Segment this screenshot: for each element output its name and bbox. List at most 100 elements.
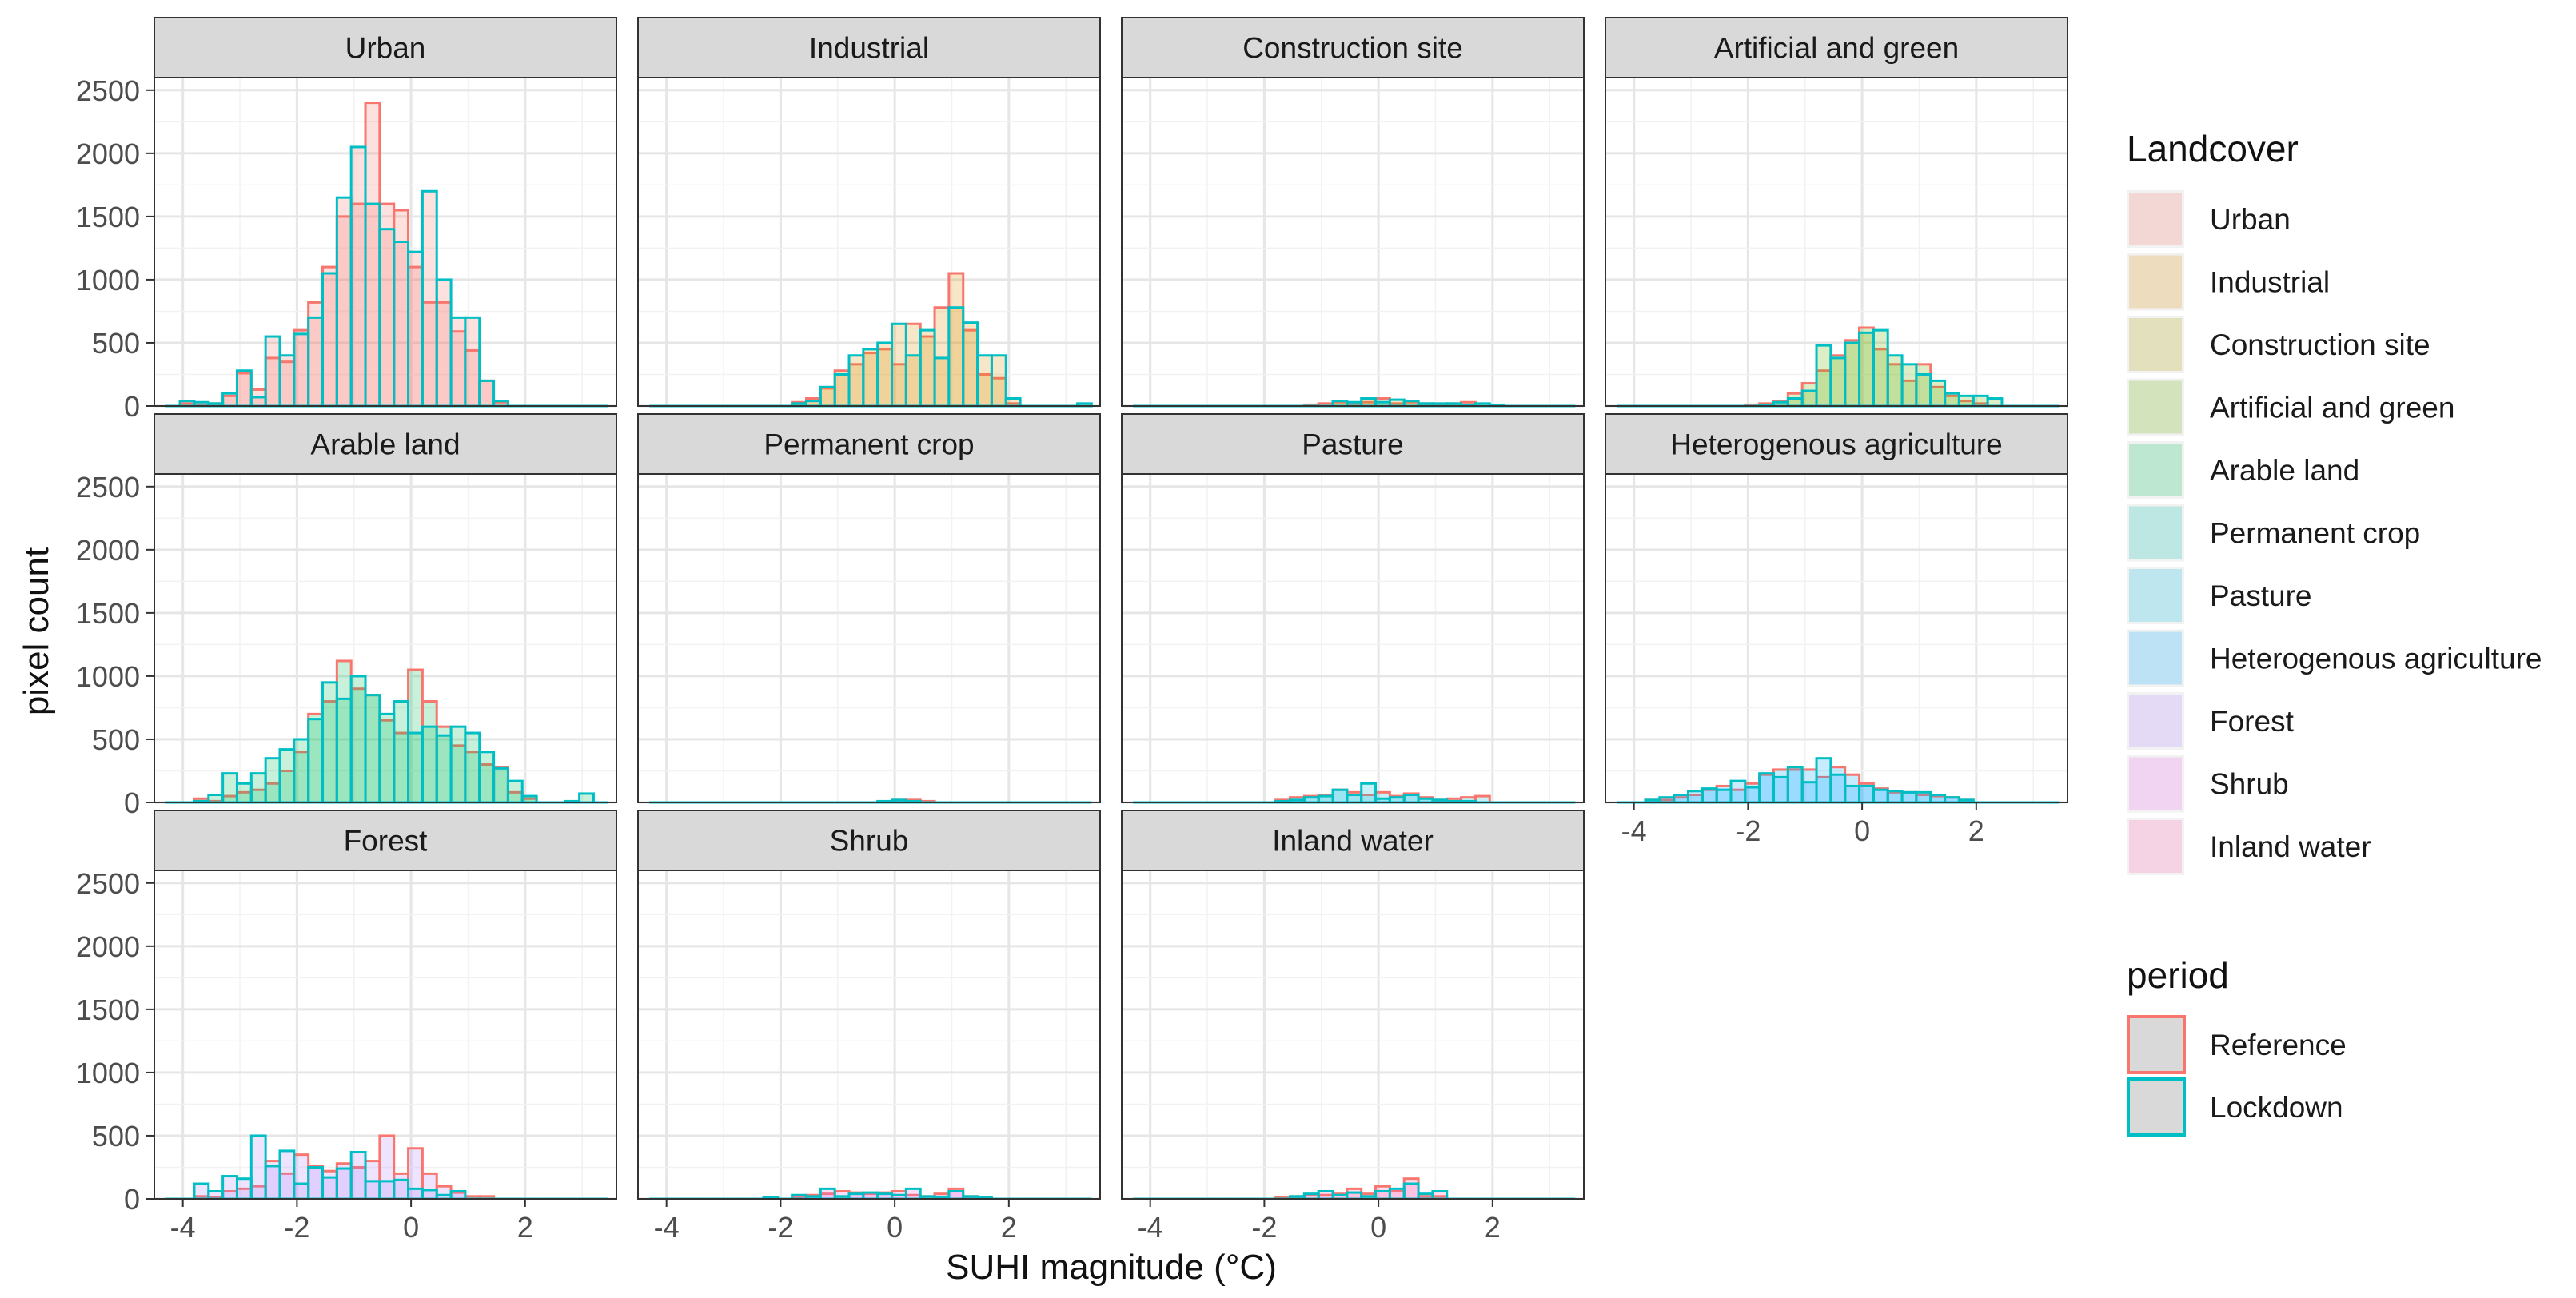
- legend-item-landcover: Pasture: [2127, 567, 2312, 624]
- panel-border: [1121, 77, 1585, 407]
- legend-key-bg: [2127, 629, 2184, 687]
- histogram-bar-lockdown: [278, 1149, 296, 1200]
- facet-strip: [1605, 413, 2068, 475]
- x-tick-label: 0: [1854, 814, 1870, 847]
- legend-swatch: [2129, 193, 2182, 245]
- histogram-bar-lockdown: [1872, 788, 1889, 804]
- legend-swatch: [2127, 1077, 2186, 1137]
- facet-panel: Forest 0 500 1000 1500 2000 2500 -4 -2 0 2: [76, 810, 617, 1244]
- legend-swatch: [2129, 318, 2182, 371]
- legend-label: Permanent crop: [2210, 517, 2420, 550]
- histogram-bar-lockdown: [321, 272, 338, 408]
- histogram-bar-lockdown: [1844, 341, 1861, 408]
- histogram-bar-lockdown: [449, 725, 467, 804]
- x-tick-label: -2: [1735, 814, 1761, 847]
- y-tick-label: 500: [92, 1120, 140, 1153]
- histogram-bar-lockdown: [349, 1151, 367, 1200]
- histogram-bar-lockdown: [1929, 794, 1947, 804]
- y-tick-label: 1500: [76, 201, 140, 233]
- histogram-bar-lockdown: [947, 306, 965, 408]
- legend-item-landcover: Shrub: [2127, 755, 2289, 813]
- legend-swatch: [2129, 255, 2182, 309]
- histogram-bar-lockdown: [449, 316, 467, 408]
- facet-strip-label: Permanent crop: [764, 428, 974, 461]
- histogram-bar-lockdown: [819, 385, 836, 408]
- histogram-bar-lockdown: [1360, 397, 1378, 408]
- histogram-bar-lockdown: [293, 332, 310, 408]
- histogram-bar-lockdown: [235, 369, 253, 408]
- histogram-bar-lockdown: [1374, 1190, 1391, 1200]
- histogram-bar-lockdown: [221, 392, 238, 408]
- histogram-bar-lockdown: [1388, 398, 1406, 408]
- histogram-bar-lockdown: [193, 1182, 210, 1200]
- plot-area: [154, 870, 616, 1199]
- histogram-bar-lockdown: [407, 250, 424, 408]
- legend-swatch: [2127, 1015, 2186, 1074]
- facet-panel: Pasture: [1121, 413, 1585, 804]
- legend-label: Lockdown: [2210, 1091, 2343, 1124]
- legend-key-bg: [2127, 818, 2184, 875]
- histogram-bar-lockdown: [904, 1187, 922, 1200]
- legend-label: Urban: [2210, 203, 2291, 236]
- legend-label: Arable land: [2210, 454, 2359, 487]
- histogram-bar-lockdown: [1858, 331, 1875, 408]
- histogram-bar-lockdown: [221, 772, 238, 804]
- plot-area: [1122, 870, 1584, 1199]
- histogram-bar-lockdown: [1829, 773, 1847, 804]
- facet-strip-label: Artificial and green: [1714, 32, 1959, 65]
- facet-strip: [637, 413, 1101, 475]
- y-tick-label: 500: [92, 327, 140, 360]
- facet-panel: Inland water -4 -2 0 2: [1121, 810, 1585, 1244]
- histogram-bar-lockdown: [478, 379, 496, 408]
- panel-border: [1121, 870, 1585, 1200]
- y-tick-label: 2500: [76, 74, 140, 107]
- histogram-bar-lockdown: [1972, 394, 1989, 408]
- facet-strip-label: Construction site: [1242, 32, 1463, 65]
- histogram-bar-lockdown: [335, 697, 353, 804]
- legend-key-bg: [2127, 190, 2184, 248]
- legend-label: Shrub: [2210, 768, 2289, 801]
- histogram-bar-lockdown: [307, 718, 325, 804]
- x-tick-label: -2: [284, 1211, 309, 1244]
- histogram-bar-lockdown: [933, 356, 951, 408]
- y-tick-label: 2000: [76, 137, 140, 170]
- facet-strip: [637, 810, 1101, 871]
- histogram-bar-lockdown: [249, 772, 267, 804]
- facet-strip-label: Arable land: [310, 428, 460, 461]
- histogram-bar-lockdown: [1929, 379, 1947, 408]
- facet-panel: Artificial and green: [1605, 17, 2068, 408]
- x-tick-label: 2: [1485, 1211, 1501, 1244]
- legend-key-bg: [2127, 755, 2184, 813]
- x-tick-label: -2: [1251, 1211, 1277, 1244]
- facet-strip-label: Shrub: [830, 825, 909, 858]
- facet-strip-label: Pasture: [1302, 428, 1404, 461]
- histogram-bar-lockdown: [962, 321, 979, 408]
- histogram-bar-lockdown: [1915, 372, 1932, 408]
- y-tick-label: 2000: [76, 534, 140, 567]
- histogram-bar-lockdown: [321, 1176, 338, 1200]
- legend-key-bg: [2127, 692, 2184, 750]
- legend-key-bg: [2127, 441, 2184, 499]
- histogram-bar-lockdown: [1431, 1190, 1449, 1200]
- histogram-bar-lockdown: [407, 1187, 424, 1200]
- legend-item-landcover: Construction site: [2127, 316, 2430, 373]
- histogram-bar-lockdown: [1402, 1182, 1420, 1200]
- histogram-bar-lockdown: [378, 712, 396, 804]
- x-tick-label: -4: [170, 1211, 196, 1244]
- facet-strip: [637, 17, 1101, 78]
- histogram-bar-lockdown: [1872, 328, 1889, 408]
- plot-area: [154, 474, 616, 802]
- facet-panel: Arable land 0 500 1000 1500 2000 2500: [76, 413, 617, 819]
- histogram-bar-lockdown: [990, 354, 1007, 408]
- legend-label: Industrial: [2210, 266, 2330, 299]
- facet-strip-label: Forest: [344, 825, 429, 858]
- histogram-bar-lockdown: [1317, 794, 1334, 804]
- histogram-bar-lockdown: [378, 1180, 396, 1200]
- histogram-bar-lockdown: [1944, 392, 1960, 408]
- histogram-bar-lockdown: [1346, 1191, 1363, 1200]
- plot-area: [1122, 474, 1584, 802]
- facet-panel: Industrial: [637, 17, 1101, 408]
- histogram-bar-lockdown: [919, 328, 936, 408]
